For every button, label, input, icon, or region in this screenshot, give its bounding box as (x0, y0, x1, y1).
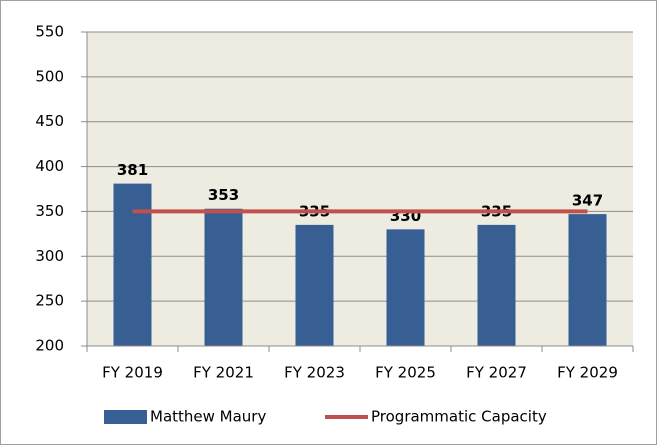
y-tick-label: 400 (35, 157, 64, 175)
data-label: 381 (117, 161, 148, 179)
bar (477, 224, 516, 346)
y-tick-label: 550 (35, 23, 64, 41)
bar (113, 183, 152, 346)
data-label: 347 (572, 192, 603, 210)
bar (568, 214, 607, 346)
x-tick-label: FY 2021 (193, 364, 254, 382)
y-tick-label: 350 (35, 202, 64, 220)
y-tick-label: 200 (35, 337, 64, 355)
y-tick-label: 450 (35, 112, 64, 130)
legend-label: Matthew Maury (150, 408, 266, 426)
data-label: 353 (208, 186, 239, 204)
x-tick-label: FY 2027 (466, 364, 527, 382)
x-tick-label: FY 2029 (557, 364, 618, 382)
bar (204, 208, 243, 346)
y-tick-label: 300 (35, 247, 64, 265)
legend-swatch (104, 410, 147, 424)
bar (386, 229, 425, 346)
x-tick-label: FY 2023 (284, 364, 345, 382)
bar (295, 224, 334, 346)
x-tick-label: FY 2025 (375, 364, 436, 382)
plot-area (87, 32, 633, 346)
y-tick-label: 250 (35, 292, 64, 310)
legend-label: Programmatic Capacity (371, 408, 547, 426)
x-tick-label: FY 2019 (102, 364, 163, 382)
y-tick-label: 500 (35, 67, 64, 85)
